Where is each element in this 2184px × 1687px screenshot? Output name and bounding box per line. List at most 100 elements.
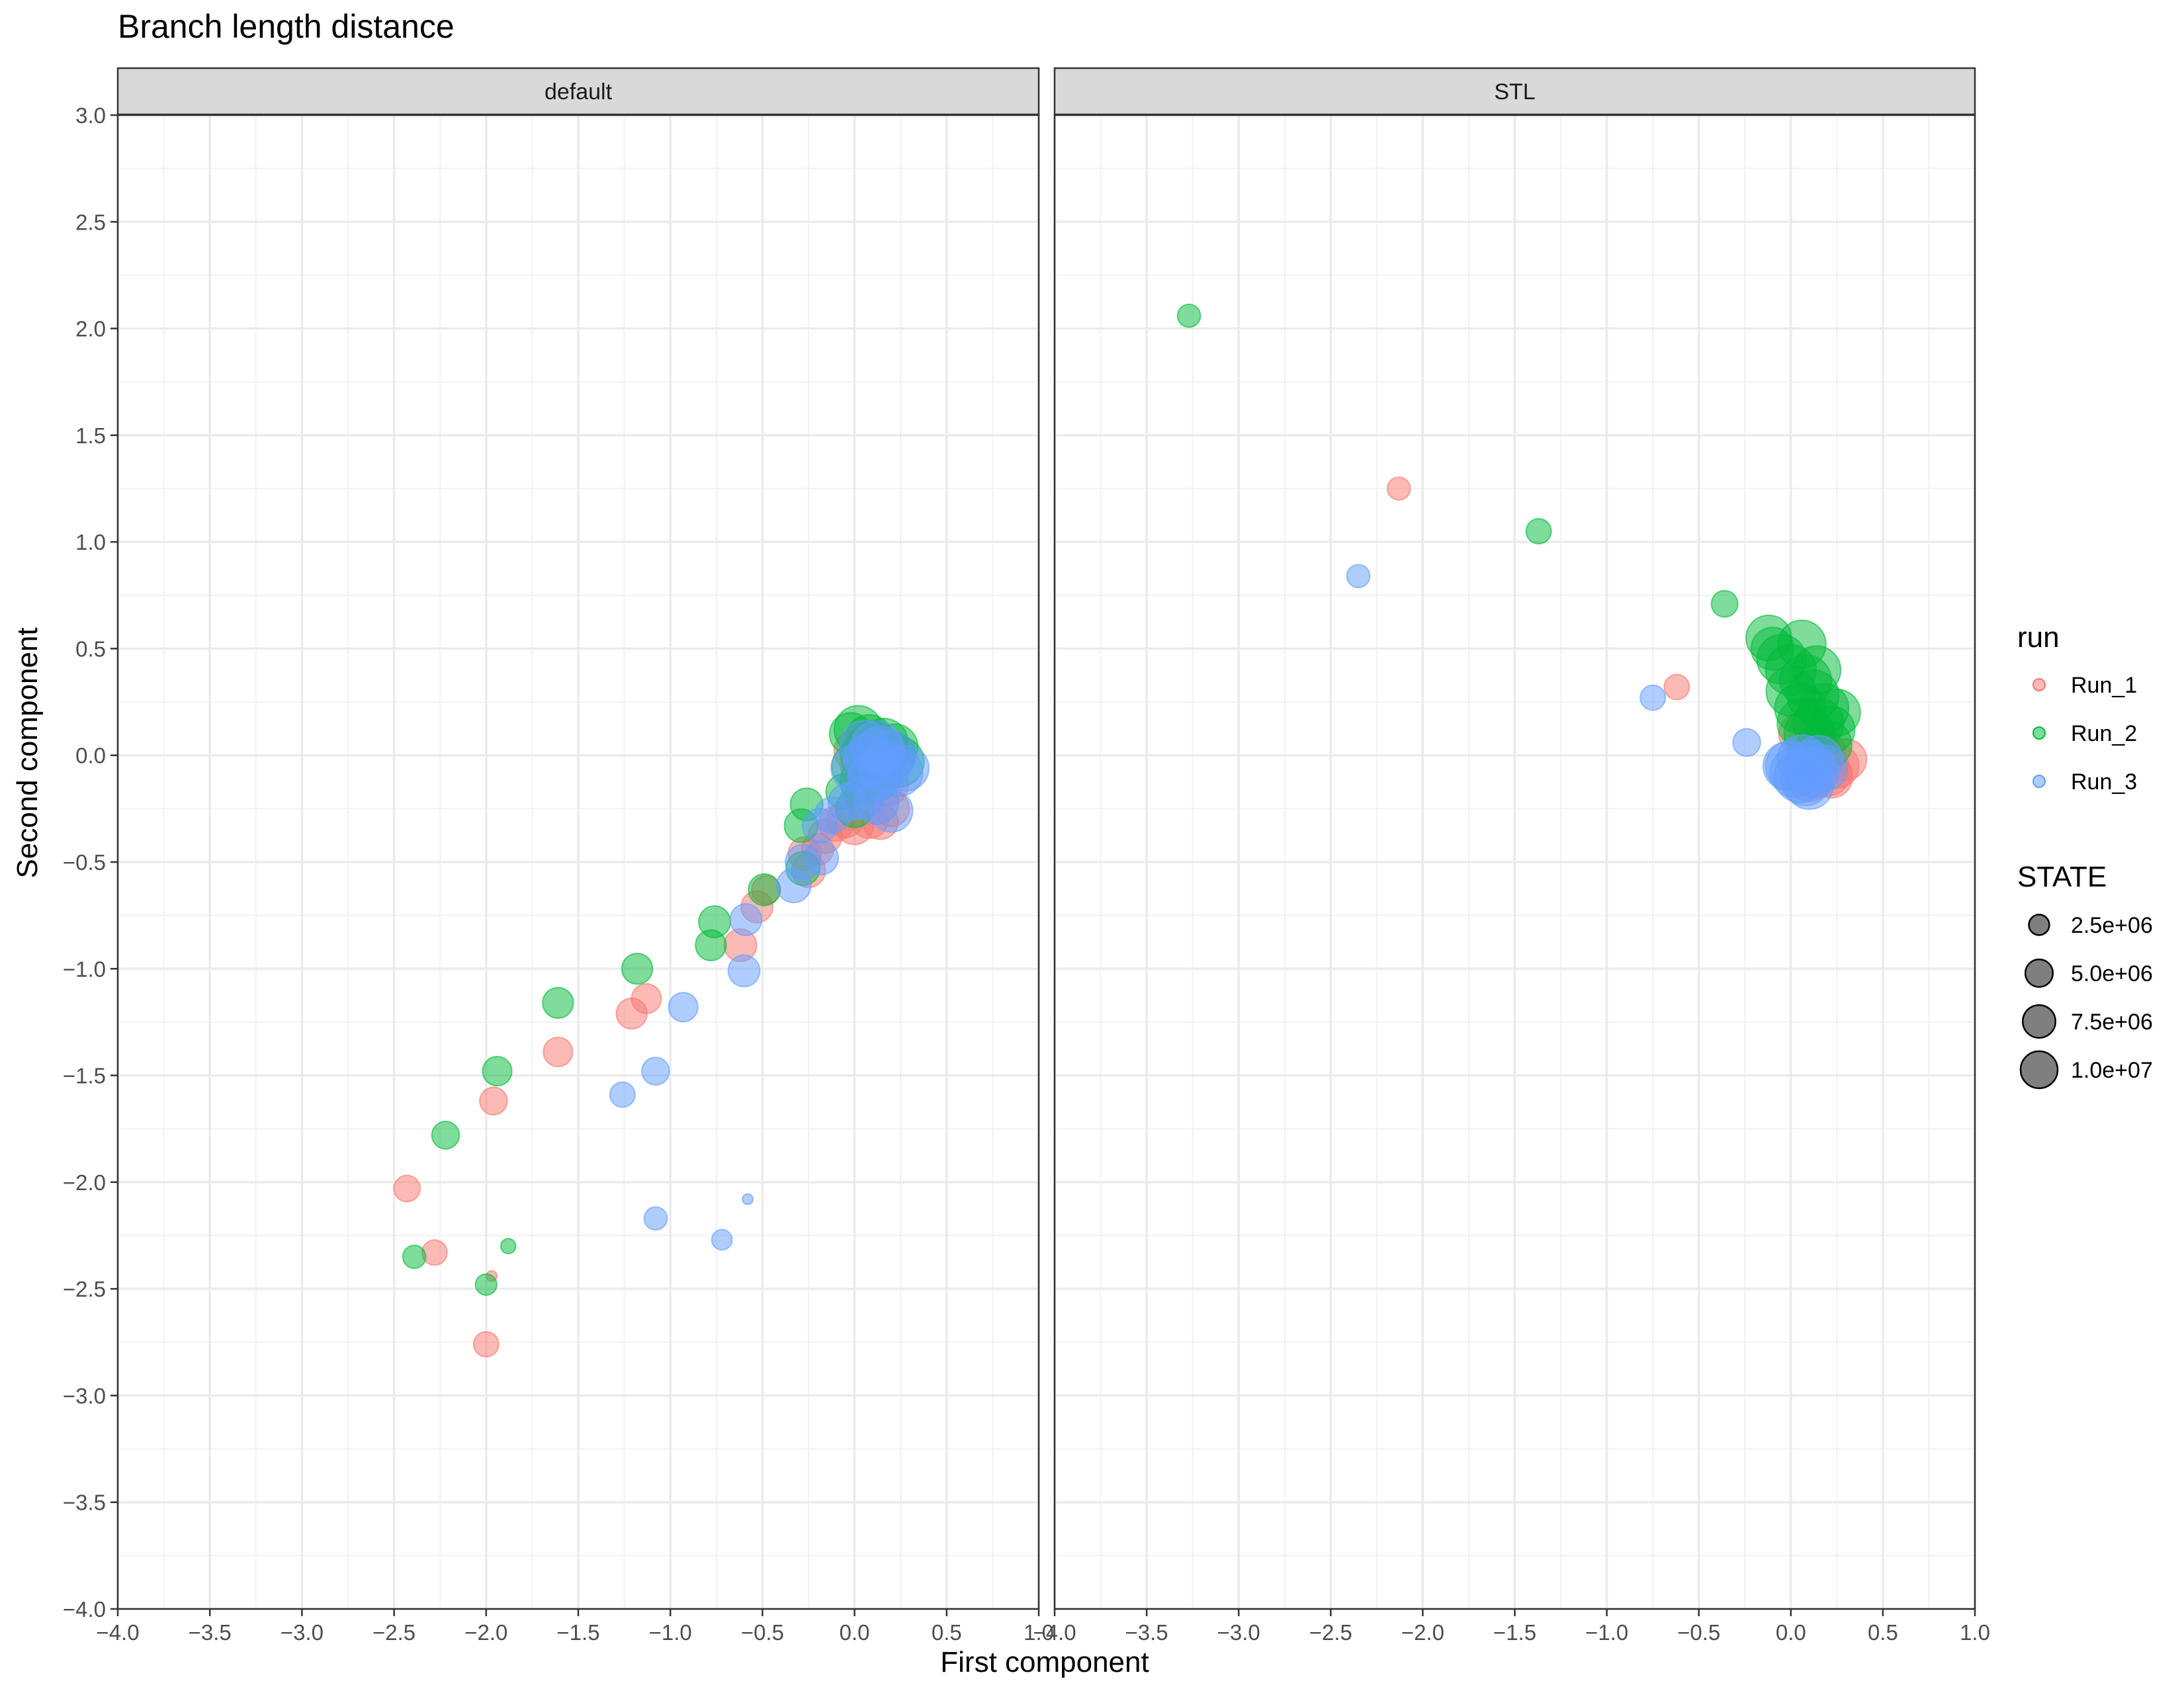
facet-panel-stl: STL <box>1053 67 1976 1610</box>
x-tick-label: −2.0 <box>1401 1620 1444 1645</box>
y-axis-title: Second component <box>11 627 44 878</box>
legend-run-title: run <box>2017 621 2060 654</box>
facet-strip <box>1053 67 1976 116</box>
y-tick-label: 1.0 <box>75 530 106 554</box>
facet-panel-default: default <box>116 67 1040 1610</box>
x-tick-label: −4.0 <box>96 1620 139 1645</box>
point-run-1 <box>479 1086 508 1116</box>
x-tick-label: 1.0 <box>1024 1620 1054 1645</box>
legend-label-run-3: Run_3 <box>2071 769 2137 795</box>
legend-size-label: 7.5e+06 <box>2071 1010 2153 1035</box>
y-tick-label: 2.0 <box>75 317 106 341</box>
point-run-2 <box>542 986 574 1019</box>
legend-label-run-1: Run_1 <box>2071 673 2137 698</box>
legend-run-entries: Run_1 Run_2 Run_3 <box>2032 673 2137 795</box>
facet-strip <box>116 67 1040 116</box>
x-tick-label: −1.5 <box>1493 1620 1536 1645</box>
point-run-2 <box>1176 303 1201 328</box>
point-run-3 <box>803 840 840 876</box>
y-tick-label: −2.0 <box>63 1170 106 1195</box>
legend-key-run-2 <box>2032 726 2046 740</box>
point-run-3 <box>668 992 699 1023</box>
point-run-1 <box>631 982 662 1014</box>
point-run-3 <box>1346 564 1371 589</box>
y-tick-label: −3.0 <box>63 1383 106 1408</box>
x-tick-label: 0.5 <box>932 1620 962 1645</box>
x-tick-label: 0.5 <box>1868 1620 1898 1645</box>
point-run-2 <box>695 929 727 962</box>
point-run-3 <box>643 1206 668 1231</box>
point-run-2 <box>1710 589 1739 618</box>
point-run-2 <box>482 1056 513 1087</box>
x-tick-label: −2.5 <box>1309 1620 1352 1645</box>
legend-size-key <box>2021 1004 2057 1039</box>
x-tick-label: −1.5 <box>556 1620 599 1645</box>
point-run-3 <box>727 954 761 988</box>
y-tick-label: 0.5 <box>75 636 106 661</box>
legend-size-label: 1.0e+07 <box>2071 1058 2153 1083</box>
point-run-3 <box>742 1193 754 1205</box>
legend: run Run_1 Run_2 Run_3 STATE 2.5e+06 5.0e+06… <box>2017 621 2153 1090</box>
x-tick-label: 0.0 <box>1776 1620 1806 1645</box>
y-tick-label: 1.5 <box>75 423 106 448</box>
legend-size-label: 2.5e+06 <box>2071 913 2153 938</box>
x-tick-label: −3.0 <box>281 1620 324 1645</box>
facet-panels: default STL <box>116 67 1976 1610</box>
point-run-1 <box>421 1239 448 1266</box>
point-run-2 <box>500 1238 517 1254</box>
x-axis-title: First component <box>940 1646 1149 1678</box>
legend-size-key <box>2028 914 2050 936</box>
legend-key-run-1 <box>2032 678 2046 691</box>
point-run-3 <box>1732 728 1761 757</box>
point-run-2 <box>474 1273 498 1296</box>
x-tick-label: −1.0 <box>1585 1620 1628 1645</box>
legend-size-key <box>2024 958 2054 988</box>
y-tick-label: −3.5 <box>63 1491 106 1515</box>
x-tick-label: −4.0 <box>1033 1620 1076 1645</box>
x-tick-label: −0.5 <box>1677 1620 1720 1645</box>
y-tick-label: −1.0 <box>63 957 106 981</box>
x-tick-label: −3.5 <box>1125 1620 1168 1645</box>
y-tick-label: 2.5 <box>75 210 106 234</box>
point-run-1 <box>1663 673 1690 701</box>
legend-key-run-3 <box>2032 775 2046 788</box>
chart-title: Branch length distance <box>118 8 455 45</box>
y-tick-label: 0.0 <box>75 744 106 768</box>
legend-label-run-2: Run_2 <box>2071 721 2137 746</box>
x-tick-label: −0.5 <box>741 1620 784 1645</box>
points-default <box>393 705 930 1358</box>
point-run-1 <box>543 1037 574 1068</box>
x-tick-label: −1.0 <box>649 1620 692 1645</box>
y-tick-label: 3.0 <box>75 103 106 128</box>
facet-strip-label: STL <box>1494 79 1535 105</box>
point-run-2 <box>621 953 654 985</box>
point-run-2 <box>402 1244 427 1270</box>
y-tick-label: −0.5 <box>63 850 106 875</box>
x-tick-label: −2.5 <box>372 1620 415 1645</box>
y-tick-label: −2.5 <box>63 1277 106 1301</box>
point-run-3 <box>729 903 763 937</box>
point-run-3 <box>711 1229 733 1251</box>
point-run-3 <box>641 1057 670 1086</box>
point-run-3 <box>855 725 906 777</box>
facet-strip-label: default <box>545 79 613 105</box>
y-axis: 3.0 2.5 2.0 1.5 1.0 0.5 0.0 −0.5 −1.0 −1.5 −2.0 −2.… <box>63 103 118 1622</box>
point-run-1 <box>472 1331 500 1358</box>
point-run-3 <box>1639 684 1667 711</box>
legend-size-label: 5.0e+06 <box>2071 961 2153 986</box>
legend-size-entries: 2.5e+06 5.0e+06 7.5e+06 1.0e+07 <box>2019 913 2153 1090</box>
point-run-2 <box>1525 518 1552 545</box>
point-run-3 <box>1776 734 1827 785</box>
point-run-2 <box>748 873 781 906</box>
x-tick-label: 0.0 <box>840 1620 870 1645</box>
point-run-1 <box>393 1174 421 1203</box>
point-run-2 <box>1792 645 1842 695</box>
points-stl <box>1176 303 1868 810</box>
x-tick-label: 1.0 <box>1960 1620 1990 1645</box>
x-axis: −4.0 −3.5 −3.0 −2.5 −2.0 −1.5 −1.0 −0.5 0.0 0.5 1.… <box>96 1609 1990 1645</box>
x-tick-label: −2.0 <box>464 1620 507 1645</box>
point-run-3 <box>609 1081 636 1108</box>
legend-state-title: STATE <box>2017 861 2107 893</box>
